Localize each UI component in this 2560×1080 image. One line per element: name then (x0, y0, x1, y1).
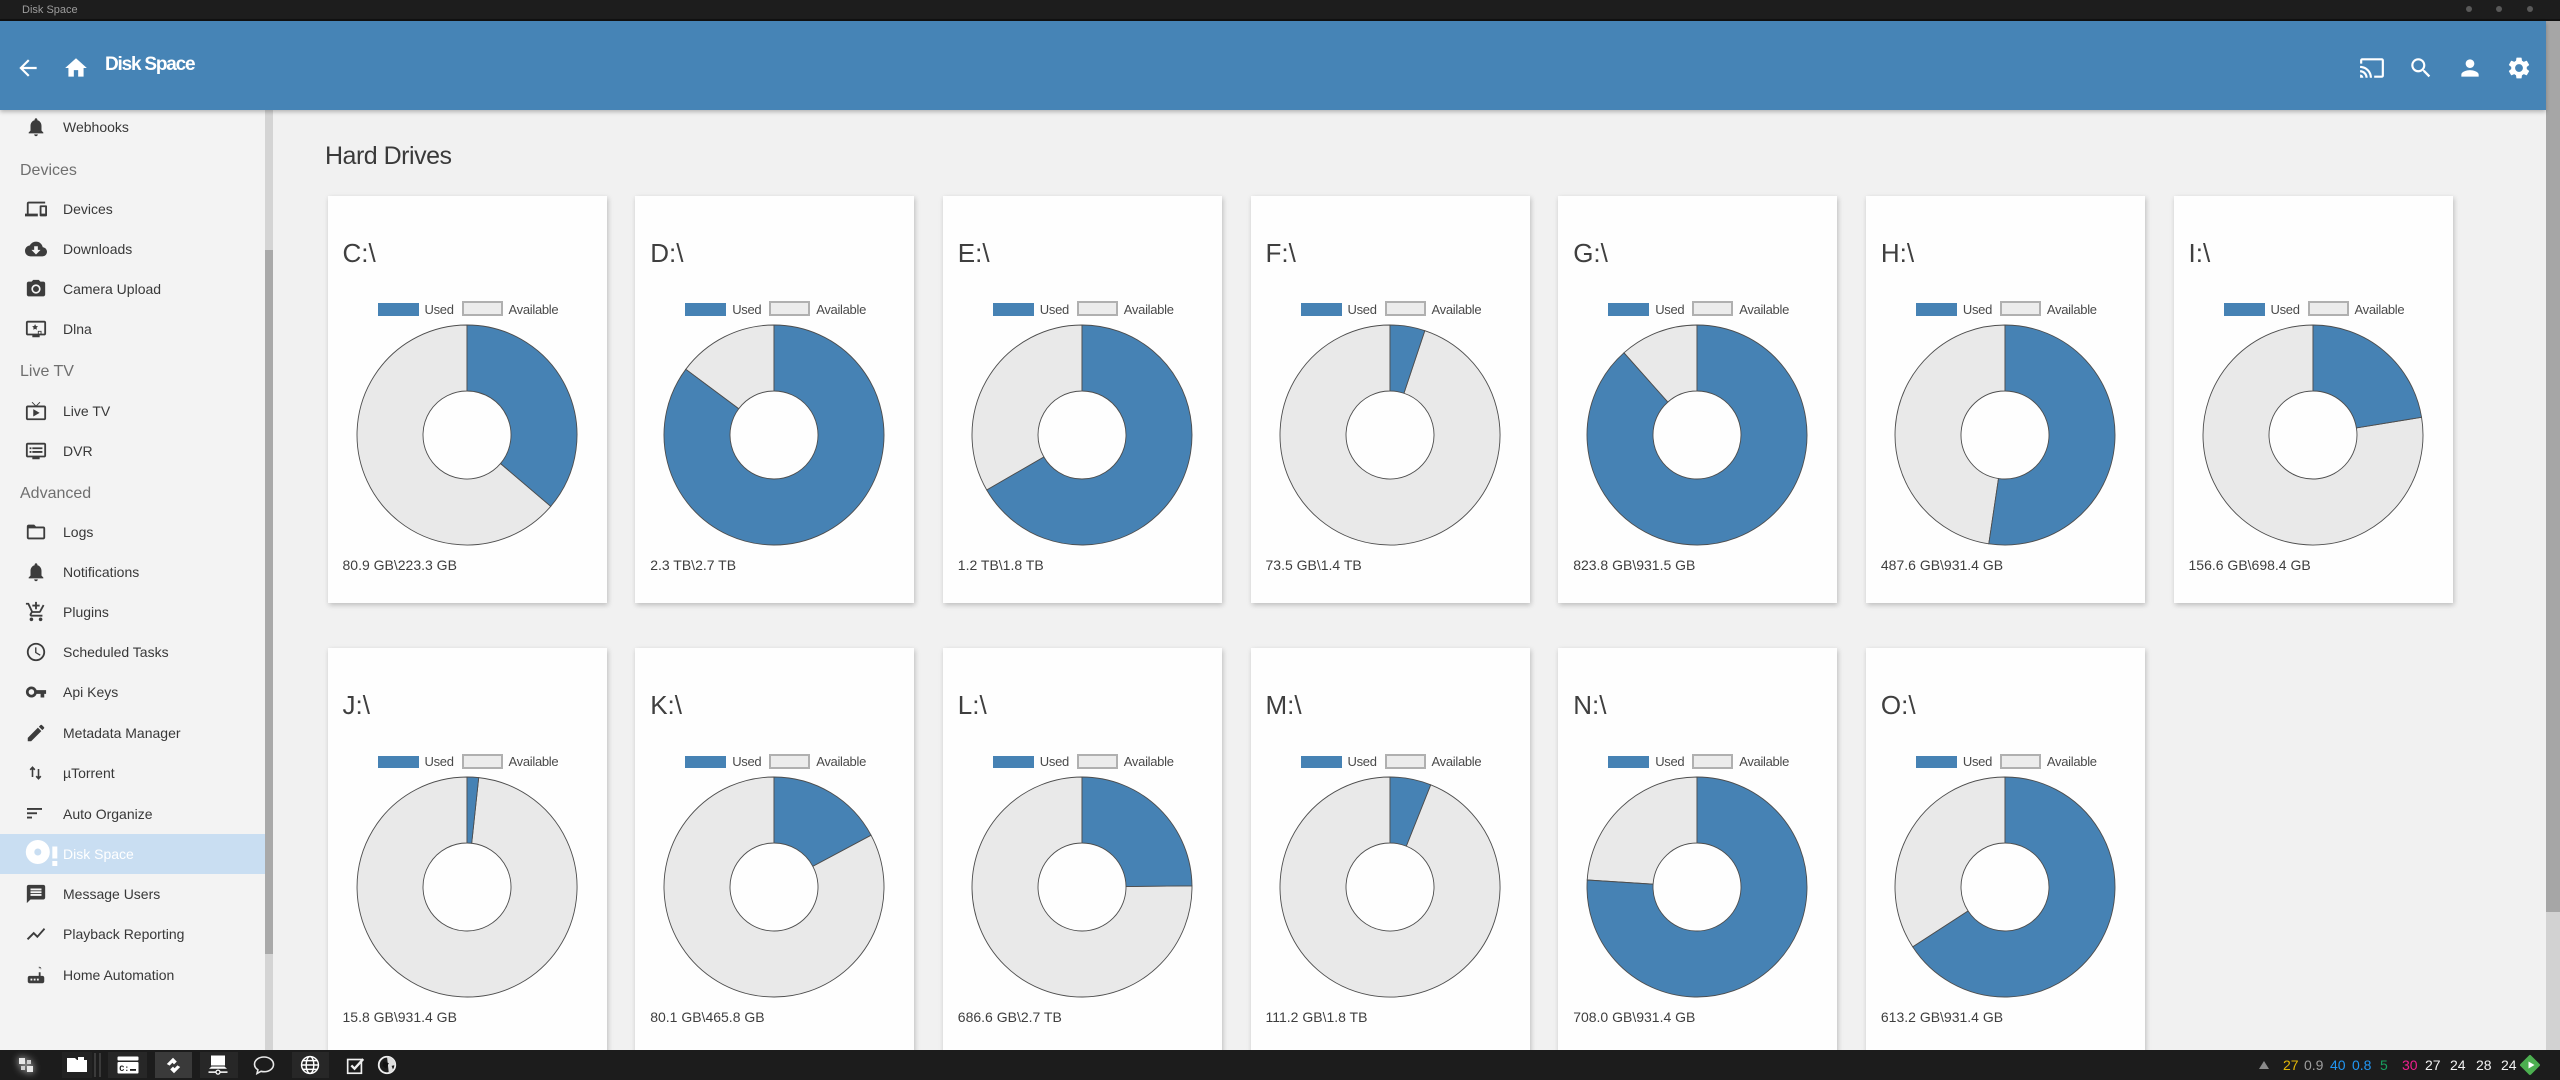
svg-text:C:: C: (119, 1064, 129, 1074)
